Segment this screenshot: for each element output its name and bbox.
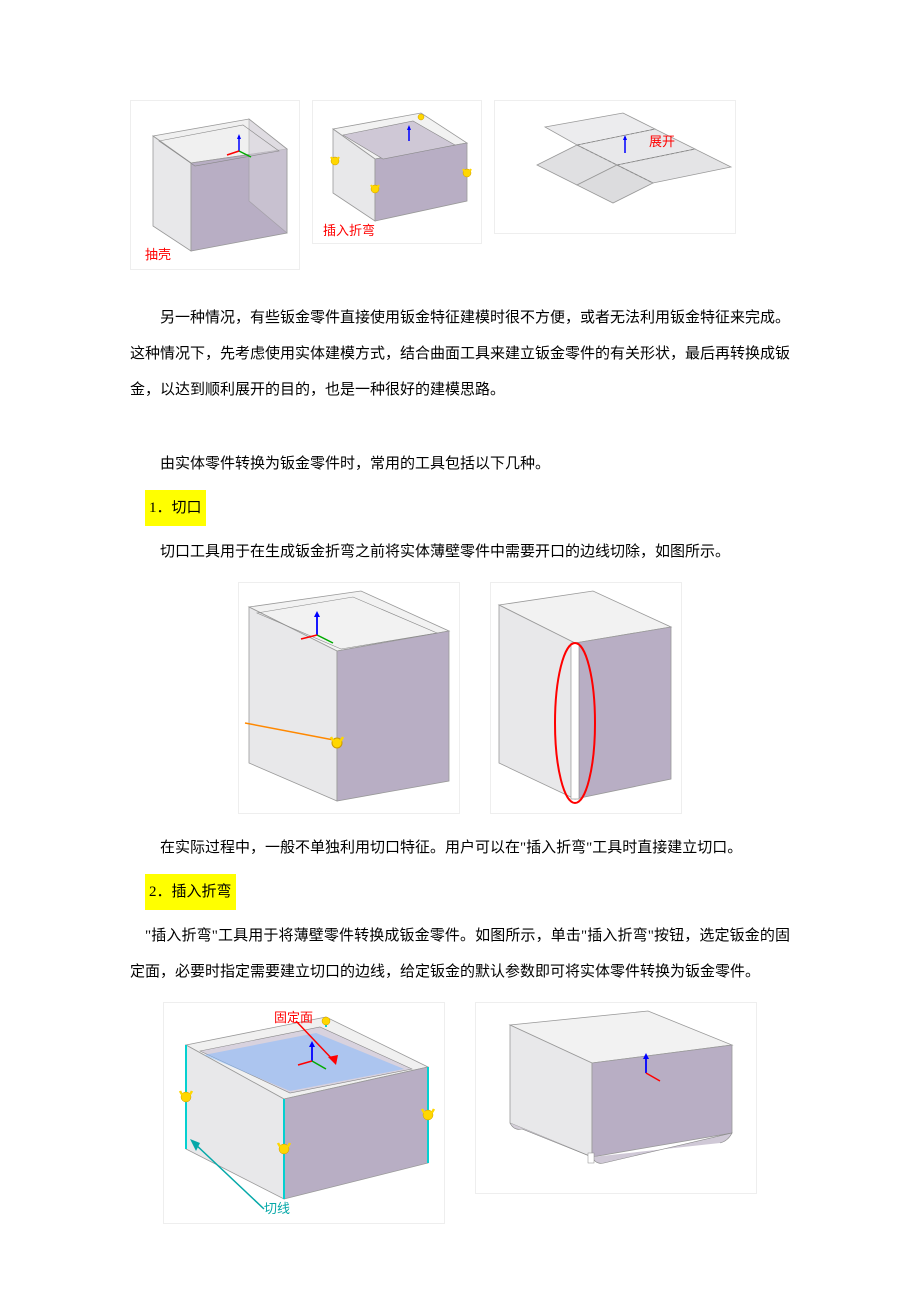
figure-shell-box: 抽壳 xyxy=(130,100,300,270)
blank-spacer xyxy=(130,416,790,446)
section-1-number: 1． xyxy=(149,500,172,516)
section-1-heading: 1．切口 xyxy=(130,490,790,526)
paragraph-5-text: "插入折弯"工具用于将薄壁零件转换成钣金零件。如图所示，单击"插入折弯"按钮，选… xyxy=(130,928,790,980)
paragraph-3: 切口工具用于在生成钣金折弯之前将实体薄壁零件中需要开口的边线切除，如图所示。 xyxy=(130,534,790,570)
figure-flatten-box: 展开 xyxy=(494,100,736,234)
figure-label-fixed-face: 固定面 xyxy=(274,1007,313,1026)
figure-row-1: 抽壳 插入折弯 xyxy=(130,100,790,270)
section-2-highlight: 2．插入折弯 xyxy=(145,874,236,910)
section-2-title: 插入折弯 xyxy=(172,884,232,900)
figure-insert-bends-right xyxy=(475,1002,757,1194)
figure-label-flatten: 展开 xyxy=(649,131,675,150)
paragraph-2: 由实体零件转换为钣金零件时，常用的工具包括以下几种。 xyxy=(130,446,790,482)
figure-row-3: 固定面 切线 xyxy=(130,1002,790,1224)
section-2-heading: 2．插入折弯 xyxy=(130,874,790,910)
figure-rip-after xyxy=(490,582,682,814)
figure-insert-bends-box: 插入折弯 xyxy=(312,100,482,244)
document-page: 抽壳 插入折弯 xyxy=(0,0,920,1284)
figure-row-2 xyxy=(130,582,790,814)
paragraph-1: 另一种情况，有些钣金零件直接使用钣金特征建模时很不方便，或者无法利用钣金特征来完… xyxy=(130,300,790,408)
paragraph-5: "插入折弯"工具用于将薄壁零件转换成钣金零件。如图所示，单击"插入折弯"按钮，选… xyxy=(130,918,790,990)
figure-rip-before xyxy=(238,582,460,814)
figure-label-cut-line: 切线 xyxy=(264,1198,290,1217)
figure-label-shell: 抽壳 xyxy=(145,244,171,263)
section-1-title: 切口 xyxy=(172,500,202,516)
section-1-highlight: 1．切口 xyxy=(145,490,206,526)
figure-label-insert-bends: 插入折弯 xyxy=(323,220,375,239)
section-2-number: 2． xyxy=(149,884,172,900)
figure-insert-bends-left: 固定面 切线 xyxy=(163,1002,445,1224)
paragraph-4: 在实际过程中，一般不单独利用切口特征。用户可以在"插入折弯"工具时直接建立切口。 xyxy=(130,830,790,866)
